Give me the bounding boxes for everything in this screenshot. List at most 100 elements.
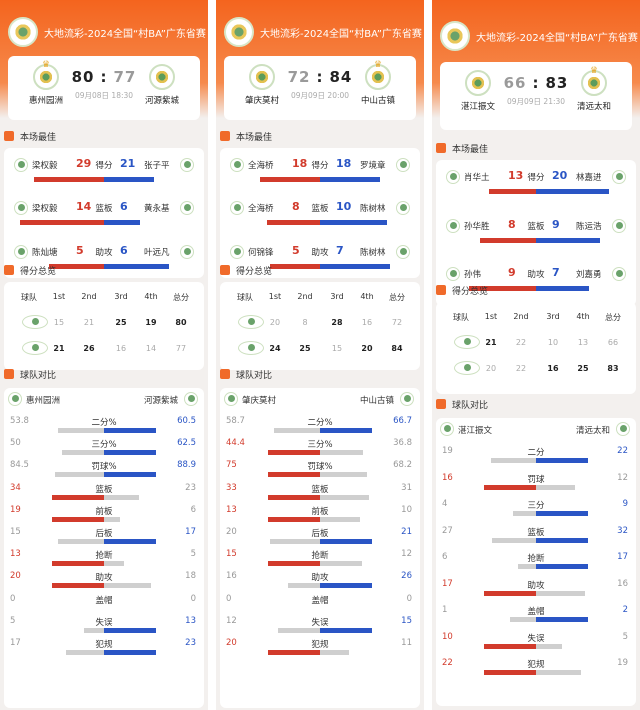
- compare-row: 17 犯规 23: [4, 636, 204, 658]
- quarter-cell: 22: [515, 364, 527, 373]
- compare-bar-right: [536, 537, 588, 543]
- quarter-cell: 16: [547, 364, 559, 373]
- compare-row: 84.5 罚球% 88.9: [4, 458, 204, 480]
- bar-right: [536, 237, 600, 243]
- best-row: 梁权毅 29 得分 21 张子平: [4, 154, 204, 194]
- quarter-cell: 66: [607, 338, 619, 347]
- compare-row: 20 犯规 11: [220, 636, 420, 658]
- avatar-mark: [399, 247, 407, 255]
- compare-bar-left: [268, 516, 320, 522]
- compare-bar-right: [320, 494, 369, 500]
- team-left[interactable]: 肇庆莫村: [232, 64, 292, 106]
- compare-left-value: 17: [442, 578, 453, 589]
- compare-bar-left: [54, 472, 104, 478]
- quarter-team-badge: [454, 335, 480, 349]
- compare-row: 17 助攻 16: [436, 577, 636, 599]
- player-right-name[interactable]: 陈树林: [360, 204, 386, 215]
- compare-row: 34 篮板 23: [4, 481, 204, 503]
- team-left[interactable]: ♛ 惠州园洲: [16, 60, 76, 106]
- best-category: 篮板: [527, 221, 545, 232]
- team-right-badge-icon-inner: [155, 70, 169, 84]
- quarter-header-cell: 4th: [144, 292, 158, 301]
- trophy-icon: [4, 131, 14, 141]
- compare-bar-right: [104, 428, 156, 433]
- compare-bar-left: [274, 428, 320, 433]
- quarter-team-badge: [22, 315, 48, 329]
- compare-label: 抢断: [311, 551, 329, 562]
- compare-label: 三分%: [307, 440, 333, 451]
- player-left-name[interactable]: 全海桥: [248, 161, 274, 171]
- player-left-value: 18: [292, 157, 308, 170]
- compare-bar-left: [484, 484, 536, 490]
- player-left-name[interactable]: 孙伟: [464, 270, 482, 281]
- compare-left-name: 惠州园洲: [26, 396, 61, 406]
- compare-right-value: 17: [617, 552, 628, 562]
- compare-right-value: 13: [185, 615, 196, 626]
- compare-row: 50 三分% 62.5: [4, 436, 204, 458]
- chart-icon: [4, 265, 14, 275]
- compare-left-value: 44.4: [226, 438, 245, 449]
- compare-label: 犯规: [527, 660, 545, 670]
- team-right[interactable]: ♛ 清远太和: [564, 66, 624, 112]
- player-right-name[interactable]: 张子平: [144, 161, 170, 171]
- quarter-header-cell: 球队: [237, 293, 253, 302]
- player-left-name[interactable]: 陈灿塘: [32, 247, 58, 258]
- player-right-name[interactable]: 刘嘉勇: [576, 270, 602, 281]
- team-left[interactable]: 湛江振文: [448, 70, 508, 112]
- section-best-header: 本场最佳: [4, 126, 204, 146]
- compare-bar-left: [270, 539, 320, 544]
- quarter-cell: 80: [175, 318, 187, 327]
- compare-right-value: 68.2: [393, 460, 412, 471]
- compare-right-value: 26: [401, 571, 412, 582]
- player-right-name[interactable]: 陈运浩: [576, 221, 602, 232]
- quarter-cell: 24: [269, 344, 281, 353]
- bar-right: [320, 220, 387, 226]
- compare-right-value: 31: [401, 482, 412, 493]
- compare-label: 助攻: [527, 580, 545, 591]
- compare-right-value: 18: [185, 571, 196, 582]
- team-right[interactable]: 河源紫城: [132, 64, 192, 106]
- compare-row: 15 后板 17: [4, 525, 204, 547]
- compare-left-value: 34: [10, 482, 21, 493]
- match-panel: 大地流彩-2024全国“村BA”广东省赛 ♛ 惠州园洲 河源紫城 80:77 09月08日…: [0, 0, 208, 710]
- player-right-name[interactable]: 林嘉进: [576, 173, 602, 183]
- compare-row: 20 助攻 18: [4, 569, 204, 591]
- avatar-mark: [183, 204, 191, 212]
- crown-icon: ♛: [373, 60, 383, 70]
- best-category: 助攻: [527, 270, 545, 281]
- player-left-name[interactable]: 全海桥: [248, 204, 274, 215]
- score-right: 83: [545, 74, 569, 92]
- compare-row: 16 助攻 26: [220, 569, 420, 591]
- quarter-cell: 20: [361, 344, 373, 353]
- header-title: 大地流彩-2024全国“村BA”广东省赛: [44, 28, 206, 40]
- compare-left-value: 33: [226, 482, 237, 493]
- avatar-mark: [17, 161, 25, 168]
- team-right-badge-icon-inner: [587, 76, 601, 90]
- compare-label: 后板: [95, 529, 113, 539]
- player-left-name[interactable]: 梁权毅: [32, 204, 58, 215]
- player-left-name[interactable]: 梁权毅: [32, 161, 58, 171]
- quarter-cell: 20: [269, 318, 281, 327]
- compare-label: 助攻: [95, 573, 113, 584]
- quarter-team-badge: [238, 315, 264, 329]
- player-right-name[interactable]: 陈树林: [360, 247, 386, 258]
- compare-label: 失误: [527, 633, 545, 644]
- player-right-name[interactable]: 罗境章: [360, 161, 386, 171]
- avatar-mark: [31, 344, 39, 351]
- team-right[interactable]: ♛ 中山古镇: [348, 60, 408, 106]
- compare-right-value: 22: [617, 446, 628, 456]
- best-category: 得分: [527, 173, 545, 183]
- quarter-cell: 28: [331, 318, 343, 327]
- score-left: 66: [503, 74, 527, 92]
- compare-right-badge: [616, 422, 630, 436]
- quarter-cell: 25: [577, 364, 589, 373]
- player-right-name[interactable]: 叶远凡: [144, 247, 170, 258]
- player-right-name[interactable]: 黄永基: [144, 204, 170, 215]
- trophy-icon: [220, 131, 230, 141]
- compare-left-value: 27: [442, 525, 453, 536]
- compare-left-value: 53.8: [10, 416, 29, 426]
- player-left-name[interactable]: 何锦锋: [248, 247, 274, 258]
- player-left-name[interactable]: 孙华胜: [464, 221, 490, 232]
- player-left-name[interactable]: 肖华土: [464, 173, 490, 183]
- compare-right-value: 11: [401, 638, 412, 648]
